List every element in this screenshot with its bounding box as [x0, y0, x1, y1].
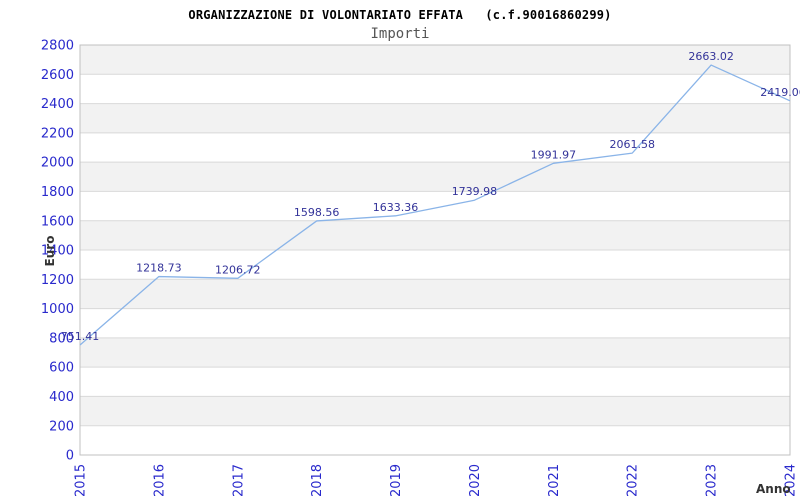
- y-tick-label: 1000: [41, 302, 74, 317]
- x-tick-label: 2017: [231, 464, 246, 497]
- y-tick-label: 400: [49, 390, 74, 405]
- x-tick-label: 2016: [152, 464, 167, 497]
- data-point-label: 2061.58: [609, 138, 655, 151]
- y-tick-label: 1600: [41, 214, 74, 229]
- y-tick-label: 0: [66, 449, 74, 464]
- data-point-label: 1206.72: [215, 263, 261, 276]
- x-tick-label: 2019: [389, 464, 404, 497]
- y-tick-label: 600: [49, 361, 74, 376]
- grid-band: [80, 337, 790, 368]
- y-tick-label: 2600: [41, 68, 74, 83]
- y-tick-label: 800: [49, 331, 74, 346]
- x-axis-title: Anno: [756, 482, 791, 496]
- y-tick-label: 2000: [41, 156, 74, 171]
- grid-band: [80, 45, 790, 75]
- x-tick-label: 2024: [784, 464, 799, 497]
- x-tick-label: 2020: [468, 464, 483, 497]
- data-point-label: 1598.56: [294, 206, 340, 219]
- data-point-label: 2663.02: [688, 50, 734, 63]
- y-tick-label: 2400: [41, 97, 74, 112]
- x-tick-label: 2018: [310, 464, 325, 497]
- y-tick-label: 2200: [41, 126, 74, 141]
- y-axis-title: Euro: [43, 235, 57, 267]
- x-tick-label: 2015: [74, 464, 89, 497]
- y-tick-label: 1800: [41, 185, 74, 200]
- data-point-label: 1633.36: [373, 201, 419, 214]
- y-tick-label: 200: [49, 419, 74, 434]
- x-tick-label: 2022: [626, 464, 641, 497]
- grid-band: [80, 220, 790, 250]
- data-point-label: 1991.97: [531, 148, 577, 161]
- x-tick-label: 2023: [705, 464, 720, 497]
- chart-subtitle: Importi: [370, 26, 430, 42]
- y-tick-label: 1200: [41, 273, 74, 288]
- grid-band: [80, 162, 790, 192]
- grid-band: [80, 279, 790, 309]
- grid-band: [80, 103, 790, 133]
- data-point-label: 1739.98: [452, 185, 498, 198]
- y-tick-label: 1400: [41, 244, 74, 259]
- data-point-label: 1218.73: [136, 262, 182, 275]
- chart-title: ORGANIZZAZIONE DI VOLONTARIATO EFFATA (c…: [188, 8, 612, 22]
- data-point-label: 2419.06: [760, 86, 800, 99]
- y-tick-label: 2800: [41, 39, 74, 54]
- data-point-label: 751.41: [61, 330, 100, 343]
- x-tick-label: 2021: [547, 464, 562, 497]
- trend-line: [79, 64, 791, 346]
- grid-band: [80, 396, 790, 426]
- plot-area-border: [79, 44, 791, 456]
